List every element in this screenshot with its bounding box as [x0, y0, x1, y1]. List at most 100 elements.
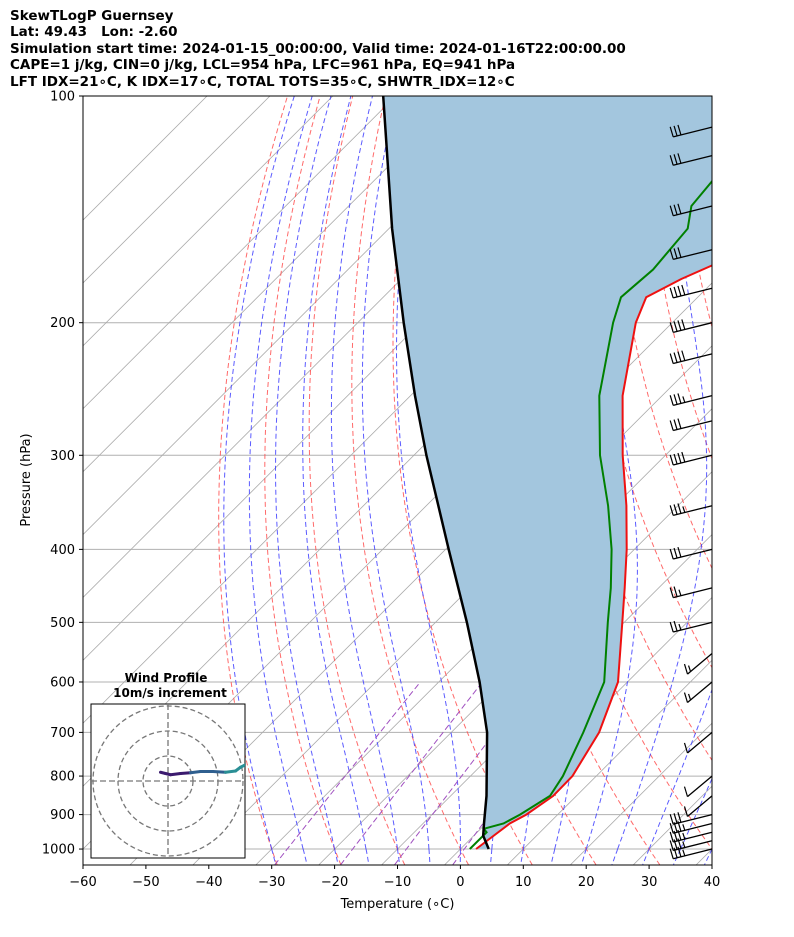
barb-flag: [677, 452, 682, 464]
parcel-line: [381, 96, 490, 850]
barb-flag: [669, 454, 674, 466]
barb-flag: [669, 621, 674, 633]
wind-barb: [669, 586, 713, 599]
barb-half-flag: [682, 824, 686, 831]
barb-staff: [687, 681, 713, 704]
barb-flag: [677, 124, 682, 136]
barb-staff: [673, 353, 713, 365]
barb-staff: [673, 831, 713, 843]
moist-adiabat: [642, 848, 650, 865]
barb-flag: [673, 125, 678, 137]
barb-half-flag: [678, 623, 682, 631]
moist-adiabat: [271, 848, 277, 865]
y-tick-label: 1000: [42, 843, 75, 858]
barb-flag: [669, 205, 674, 216]
barb-flag: [683, 742, 689, 754]
barb-flag: [677, 247, 682, 258]
barb-staff: [687, 775, 713, 798]
barb-flag: [673, 620, 678, 632]
y-tick-label: 600: [50, 675, 75, 690]
barb-flag: [673, 586, 678, 597]
plot-area: [83, 96, 712, 865]
x-tick-label: 20: [578, 875, 595, 890]
barb-half-flag: [682, 849, 686, 857]
barb-staff: [673, 813, 713, 825]
barb-staff: [673, 505, 713, 517]
x-tick-label: −10: [384, 875, 411, 890]
y-tick-label: 200: [50, 316, 75, 331]
mixing-ratio-line: [274, 681, 421, 865]
barb-flag: [677, 546, 682, 558]
barb-flag: [673, 352, 678, 363]
barb-flag: [669, 249, 674, 260]
isotherm-line: [83, 96, 459, 473]
barb-half-flag: [682, 841, 686, 848]
mixing-ratio-line: [452, 681, 589, 865]
dry-adiabat: [264, 96, 342, 865]
barb-flag: [669, 287, 674, 299]
barb-flag: [673, 154, 678, 165]
x-tick-label: −50: [132, 875, 159, 890]
barb-flag: [681, 451, 686, 463]
wind-barb: [669, 503, 713, 517]
y-tick-label: 400: [50, 543, 75, 558]
moist-adiabat: [611, 848, 619, 865]
x-tick-label: 40: [704, 875, 721, 890]
barb-flag: [669, 395, 674, 406]
barb-staff: [673, 249, 713, 261]
wind-barb: [669, 812, 713, 825]
barb-half-flag: [682, 396, 686, 403]
moist-adiabat: [248, 96, 313, 850]
wind-barb: [669, 620, 713, 633]
isotherm-line: [255, 408, 712, 865]
barb-staff: [673, 822, 713, 834]
cape-line: CAPE=1 j/kg, CIN=0 j/kg, LCL=954 hPa, LF…: [10, 57, 516, 74]
barb-flag: [677, 846, 682, 857]
barb-flag: [681, 284, 686, 296]
barb-staff: [673, 126, 713, 138]
barb-staff: [673, 454, 713, 466]
hodograph-trace: [224, 769, 237, 774]
wind-barb: [669, 846, 713, 860]
time-line: Simulation start time: 2024-01-15_00:00:…: [10, 40, 626, 57]
barb-staff: [673, 587, 713, 599]
mixing-ratio-line: [340, 681, 483, 865]
x-tick-label: −60: [69, 875, 96, 890]
wind-barb: [683, 731, 713, 754]
temperature-line: [475, 264, 712, 850]
isotherm-line: [318, 471, 712, 865]
barb-flag: [673, 248, 678, 259]
barb-flag: [677, 812, 682, 823]
wind-barbs: [669, 124, 713, 860]
barb-staff: [687, 795, 713, 817]
barb-flag: [669, 126, 674, 138]
barb-flag: [683, 786, 689, 797]
moist-adiabat: [617, 96, 708, 850]
barb-flag: [669, 155, 674, 166]
moist-adiabat: [703, 848, 712, 865]
x-tick-label: 30: [641, 875, 658, 890]
wind-barb: [669, 393, 713, 406]
moist-adiabat: [520, 848, 524, 865]
hodograph-plot: [91, 704, 245, 858]
y-tick-label: 900: [50, 808, 75, 823]
moist-adiabat: [648, 688, 712, 850]
moist-adiabat: [334, 848, 339, 865]
barb-flag: [673, 504, 678, 515]
barb-flag: [669, 420, 674, 431]
barb-flag: [677, 393, 682, 404]
x-tick-label: 0: [456, 875, 464, 890]
moist-adiabat: [302, 96, 367, 850]
wind-barb: [669, 203, 713, 217]
wind-barb: [669, 821, 713, 834]
barb-flag: [677, 203, 682, 214]
barb-flag: [669, 848, 674, 859]
moist-adiabat: [396, 96, 461, 849]
wind-barb: [669, 153, 713, 166]
barb-staff: [673, 205, 713, 217]
barb-flag: [673, 286, 678, 298]
barb-flag: [673, 453, 678, 465]
wind-barb: [669, 247, 713, 261]
barb-staff: [673, 420, 713, 432]
barb-flag: [677, 351, 682, 362]
